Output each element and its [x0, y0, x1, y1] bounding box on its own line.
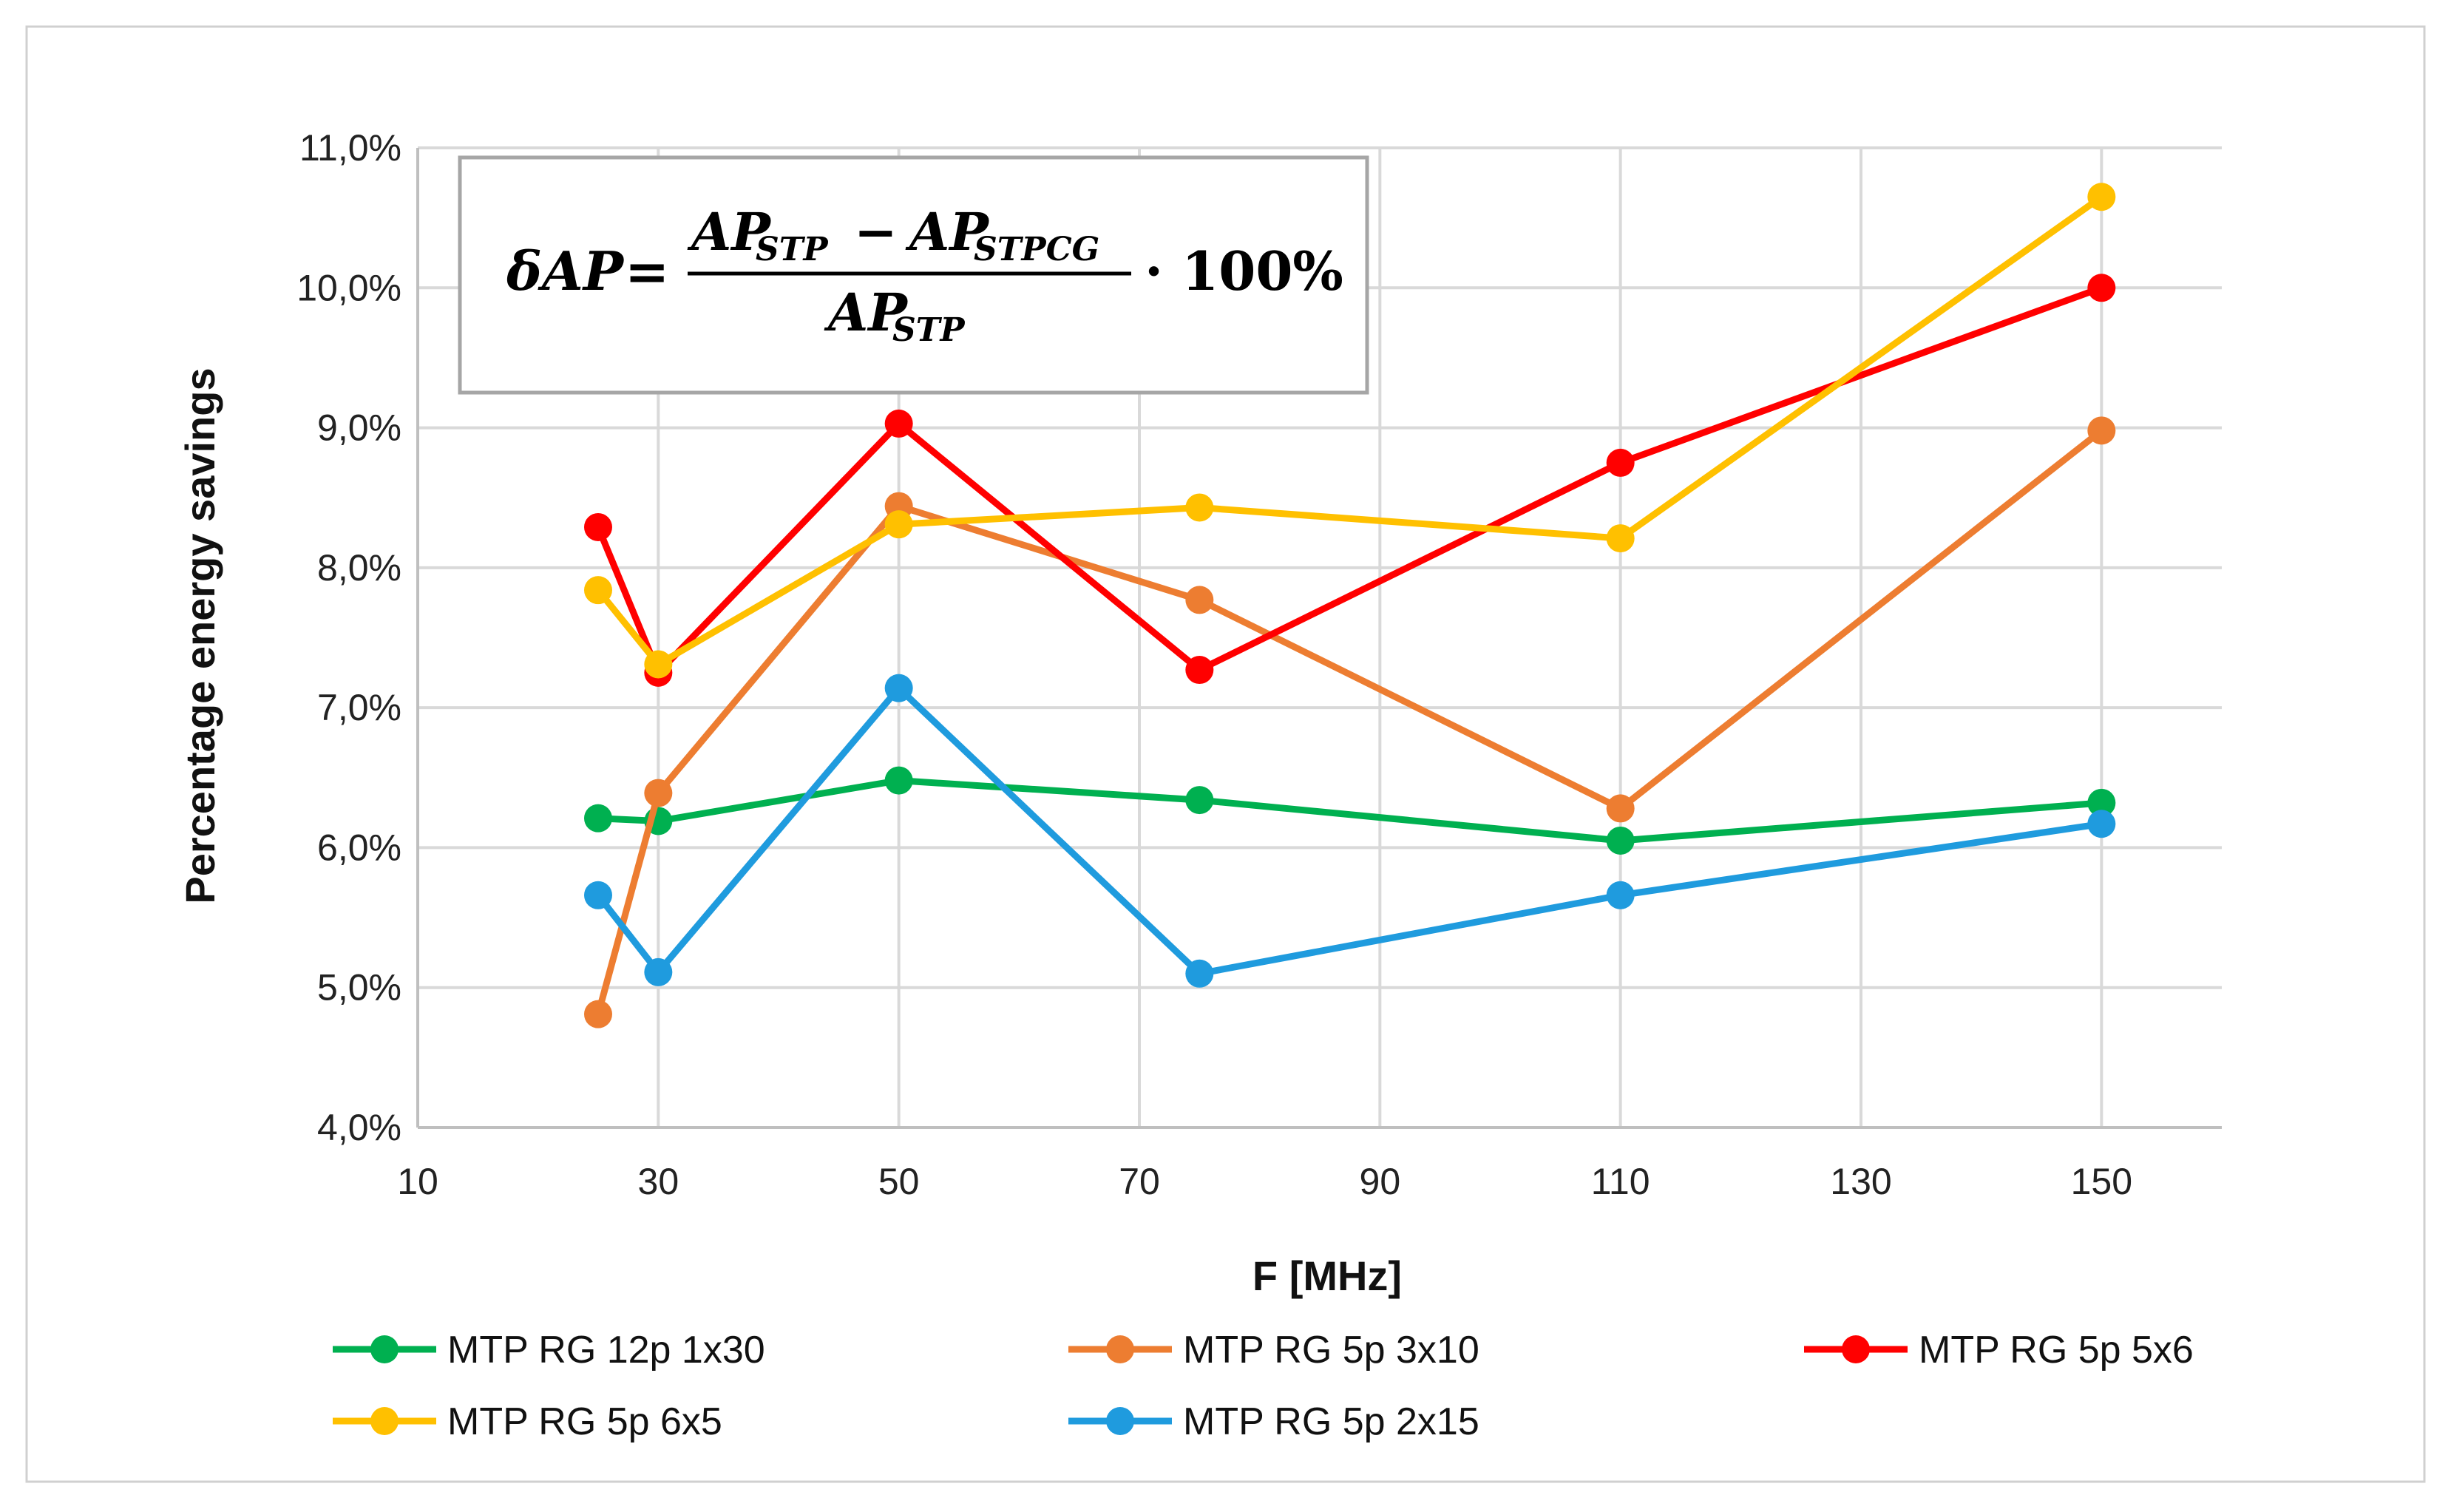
y-tick-label: 10,0%	[296, 267, 401, 308]
y-tick-label: 8,0%	[317, 547, 401, 589]
y-tick-label: 9,0%	[317, 407, 401, 449]
legend-item: MTP RG 5p 6x5	[333, 1400, 722, 1443]
formula-lhs: δAP	[506, 240, 625, 302]
data-point	[884, 766, 913, 795]
x-tick-label: 10	[397, 1161, 438, 1202]
formula-factor: · 100%	[1145, 240, 1343, 302]
x-axis-title: F [MHz]	[1252, 1252, 1402, 1299]
legend-label: MTP RG 5p 6x5	[447, 1400, 722, 1443]
data-point	[2087, 810, 2116, 838]
data-point	[2087, 788, 2116, 817]
x-tick-label: 30	[638, 1161, 679, 1202]
data-point	[644, 957, 673, 986]
data-point	[1185, 656, 1214, 685]
x-tick-label: 110	[1591, 1161, 1650, 1202]
data-point	[884, 510, 913, 539]
formula-numerator-sub-stpcg: STPCG	[974, 231, 1099, 268]
legend-item: MTP RG 5p 2x15	[1068, 1400, 1479, 1443]
x-tick-label: 70	[1119, 1161, 1160, 1202]
series-line	[594, 427, 2105, 1018]
data-point	[1185, 586, 1214, 614]
legend-label: MTP RG 12p 1x30	[447, 1329, 765, 1372]
formula-minus: −	[854, 201, 898, 262]
legend-item: MTP RG 5p 5x6	[1804, 1329, 2194, 1372]
data-point	[1606, 794, 1635, 823]
data-point	[584, 512, 612, 541]
data-point	[584, 881, 612, 909]
legend-label: MTP RG 5p 2x15	[1183, 1400, 1479, 1443]
formula-numerator-ap-2: AP	[905, 201, 990, 262]
x-tick-label: 90	[1360, 1161, 1401, 1202]
data-point	[2087, 183, 2116, 211]
x-tick-label: 130	[1830, 1161, 1891, 1202]
formula-denominator-sub-stp: STP	[892, 311, 966, 349]
x-tick-label: 150	[2071, 1161, 2132, 1202]
formula-annotation: δAP = AP STP − AP STPCG AP STP · 100%	[458, 155, 1369, 395]
y-tick-label: 5,0%	[317, 967, 401, 1008]
series-line	[594, 193, 2105, 668]
y-axis-title: Percentage energy savings	[177, 367, 223, 904]
series-lines	[584, 183, 2116, 1028]
x-tick-label: 50	[878, 1161, 920, 1202]
legend-label: MTP RG 5p 5x6	[1919, 1329, 2194, 1372]
legend-item: MTP RG 12p 1x30	[333, 1329, 765, 1372]
legend-marker	[370, 1407, 399, 1435]
data-point	[2087, 416, 2116, 445]
legend-label: MTP RG 5p 3x10	[1183, 1329, 1479, 1372]
legend-marker	[1842, 1335, 1870, 1363]
y-tick-label: 11,0%	[299, 127, 401, 169]
axes: 4,0% 5,0% 6,0% 7,0% 8,0% 9,0% 10,0% 11,0% 10 30 50…	[296, 127, 2222, 1202]
series-mtp-rg-5p-3x10	[584, 416, 2116, 1028]
y-tick-label: 4,0%	[317, 1107, 401, 1148]
data-point	[584, 804, 612, 833]
legend-marker	[370, 1335, 399, 1363]
data-point	[1606, 881, 1635, 909]
y-tick-label: 6,0%	[317, 827, 401, 868]
formula-denominator-ap: AP	[824, 282, 909, 343]
formula-numerator-ap: AP	[687, 201, 772, 262]
formula-equals: =	[625, 240, 669, 302]
legend: MTP RG 12p 1x30 MTP RG 5p 3x10 MTP RG 5p 5…	[333, 1329, 2194, 1443]
data-point	[584, 576, 612, 605]
series-mtp-rg-5p-2x15	[584, 674, 2116, 988]
data-point	[644, 779, 673, 807]
data-point	[1606, 826, 1635, 855]
data-point	[584, 1000, 612, 1028]
data-point	[884, 674, 913, 702]
data-point	[1606, 524, 1635, 553]
series-mtp-rg-5p-6x5	[584, 183, 2116, 679]
data-point	[884, 409, 913, 438]
data-point	[2087, 274, 2116, 302]
y-tick-label: 7,0%	[317, 687, 401, 728]
data-point	[1606, 448, 1635, 477]
formula-numerator-sub-stp: STP	[756, 231, 830, 268]
data-point	[1185, 493, 1214, 522]
legend-marker	[1106, 1335, 1134, 1363]
series-line	[594, 685, 2105, 977]
data-point	[1185, 959, 1214, 988]
legend-marker	[1106, 1407, 1134, 1435]
data-point	[1185, 786, 1214, 815]
data-point	[644, 650, 673, 679]
legend-item: MTP RG 5p 3x10	[1068, 1329, 1479, 1372]
